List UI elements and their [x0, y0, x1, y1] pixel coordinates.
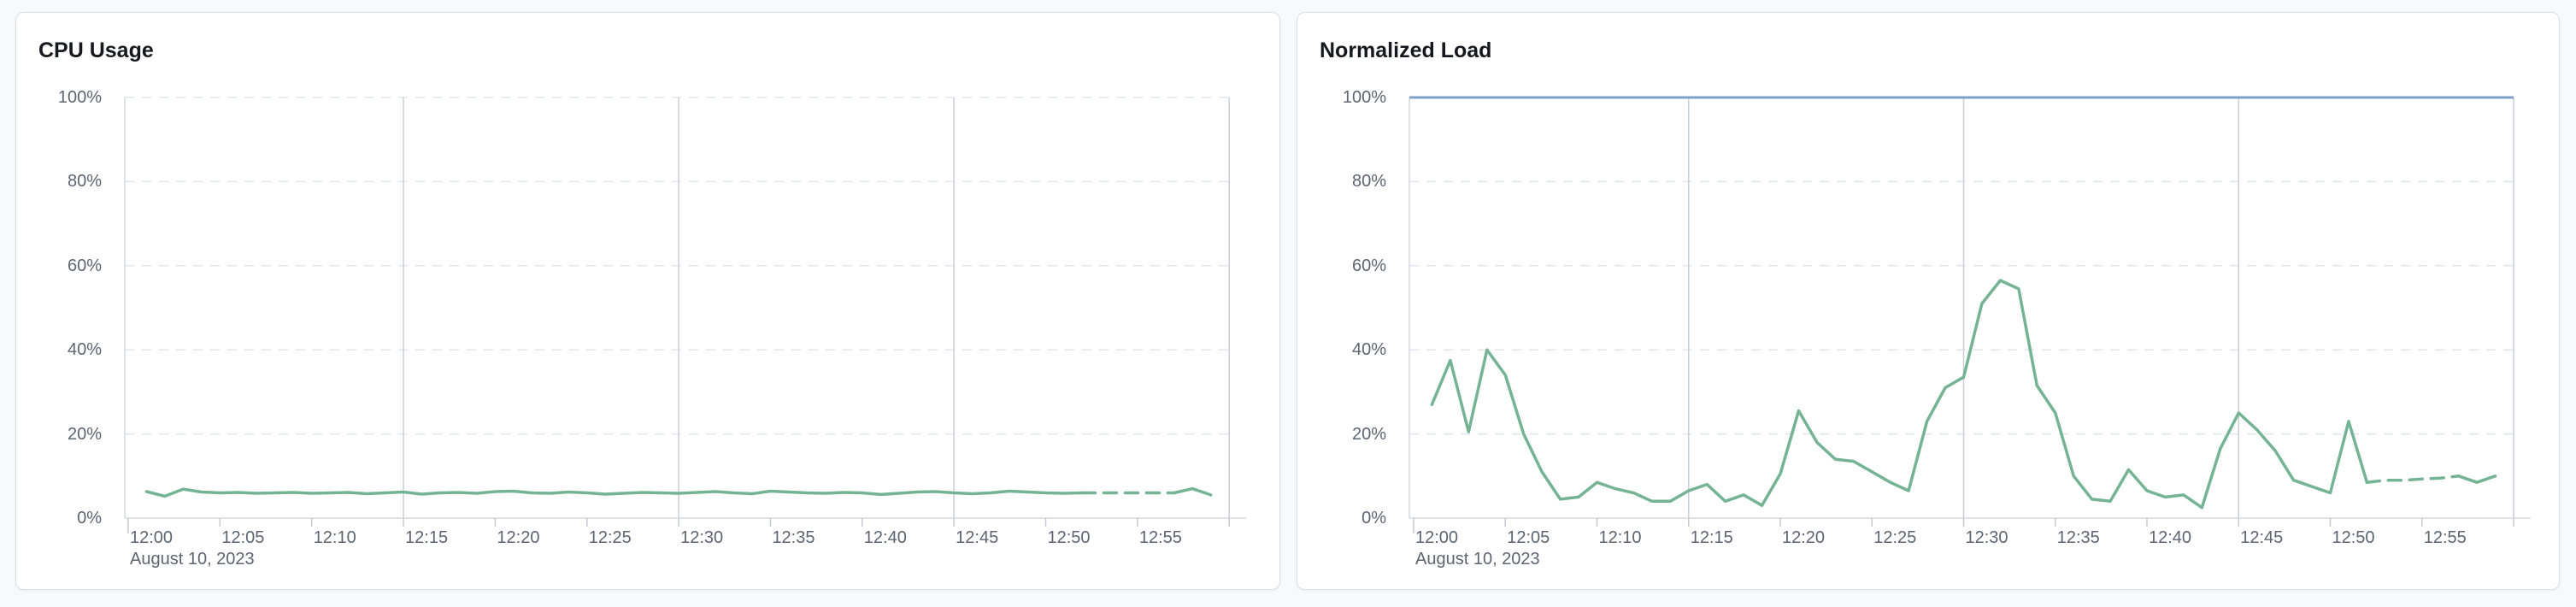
x-tick-label: 12:25 [1873, 528, 1917, 547]
normalized-load-card: Normalized Load 100% 80% 60% 40% 20% 0% 12:00 1… [1297, 12, 2560, 590]
x-tick-label: 12:25 [588, 528, 632, 547]
x-tick-label: 12:35 [2056, 528, 2100, 547]
x-tick-label: 12:50 [2332, 528, 2375, 547]
series-line-dashed [2365, 474, 2461, 484]
chart-canvas [124, 97, 1247, 533]
y-tick-label: 40% [67, 340, 102, 360]
x-tick-label: 12:15 [1690, 528, 1733, 547]
series-line-solid [1173, 486, 1213, 497]
y-tick-label: 80% [1351, 172, 1386, 192]
x-tick-label: 12:10 [313, 528, 356, 547]
y-tick-label: 20% [67, 424, 102, 444]
y-tick-label: 100% [57, 88, 102, 107]
y-tick-label: 40% [1351, 340, 1386, 360]
y-tick-label: 60% [67, 256, 102, 275]
cpu-usage-card: CPU Usage 100% 80% 60% 40% 20% 0% 12:00 12:05 12… [15, 12, 1280, 590]
normalized-load-chart: 100% 80% 60% 40% 20% 0% 12:00 12:05 12:10 12:15 12… [1297, 13, 2559, 589]
x-tick-label: 12:15 [405, 528, 449, 547]
series-line-solid [1430, 279, 2369, 510]
x-tick-label: 12:05 [1507, 528, 1550, 547]
x-axis-date-label: August 10, 2023 [130, 550, 255, 569]
x-tick-label: 12:55 [2423, 528, 2467, 547]
cpu-usage-chart: 100% 80% 60% 40% 20% 0% 12:00 12:05 12:10 12:15 12… [16, 13, 1279, 589]
y-tick-label: 20% [1351, 424, 1386, 444]
series-line-solid [2456, 474, 2497, 484]
x-tick-label: 12:45 [2240, 528, 2284, 547]
cpu-usage-chart-title: CPU Usage [38, 38, 154, 62]
x-tick-label: 12:30 [1965, 528, 2008, 547]
x-tick-label: 12:35 [772, 528, 815, 547]
x-axis-date-label: August 10, 2023 [1415, 550, 1540, 569]
series-line-solid [144, 487, 1085, 498]
y-tick-label: 100% [1342, 88, 1386, 107]
chart-canvas [1409, 96, 2531, 533]
x-tick-label: 12:40 [863, 528, 907, 547]
x-tick-label: 12:10 [1598, 528, 1642, 547]
y-tick-label: 0% [1362, 509, 1386, 527]
x-tick-label: 12:40 [2149, 528, 2192, 547]
x-tick-label: 12:00 [130, 528, 173, 547]
x-tick-label: 12:20 [497, 528, 540, 547]
normalized-load-chart-title: Normalized Load [1320, 38, 1492, 62]
y-tick-label: 80% [67, 172, 102, 192]
x-tick-label: 12:50 [1047, 528, 1091, 547]
x-tick-label: 12:30 [680, 528, 724, 547]
y-tick-label: 0% [77, 509, 102, 527]
x-tick-label: 12:05 [221, 528, 265, 547]
x-tick-label: 12:55 [1138, 528, 1182, 547]
x-tick-label: 12:00 [1415, 528, 1459, 547]
y-tick-label: 60% [1351, 256, 1386, 275]
x-tick-label: 12:20 [1782, 528, 1826, 547]
x-tick-label: 12:45 [956, 528, 999, 547]
